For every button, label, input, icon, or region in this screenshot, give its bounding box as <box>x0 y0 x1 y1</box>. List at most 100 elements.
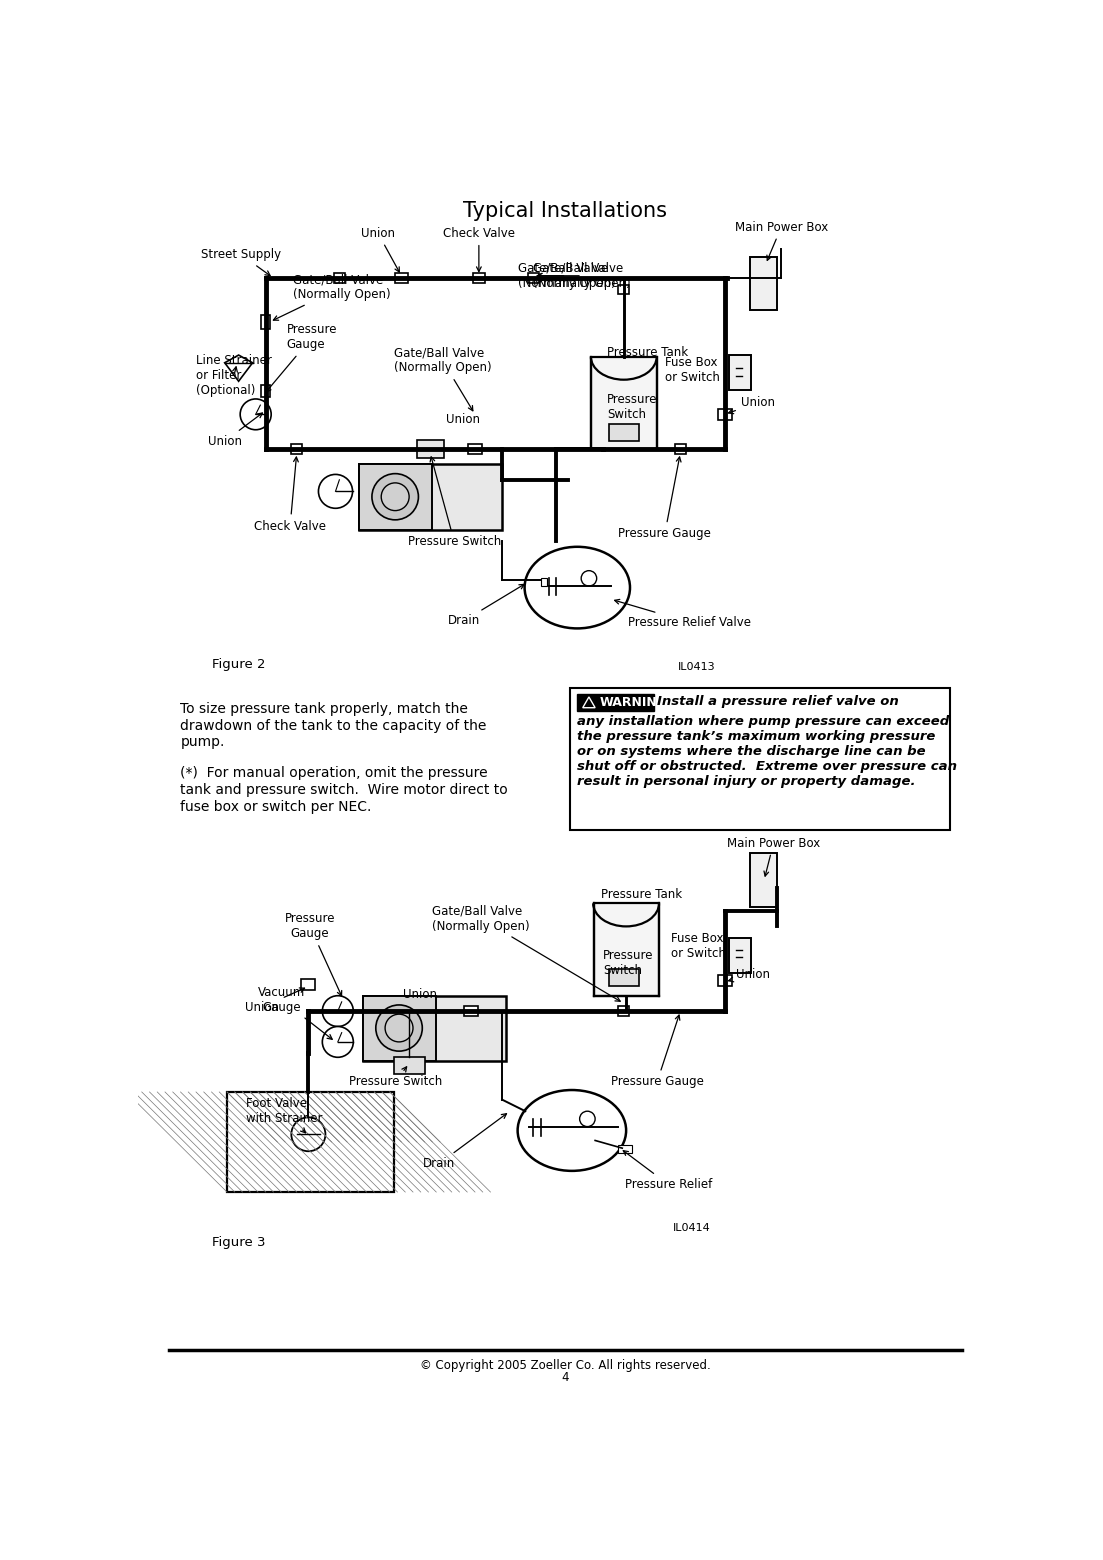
Bar <box>291 443 302 454</box>
Text: Gate/Ball Valve
(Normally Open): Gate/Ball Valve (Normally Open) <box>533 262 631 290</box>
Bar <box>417 440 445 459</box>
Text: Figure 2: Figure 2 <box>212 658 265 671</box>
Text: Check Valve: Check Valve <box>254 457 326 532</box>
Circle shape <box>376 1005 422 1051</box>
Bar <box>675 443 686 454</box>
Text: Main Power Box: Main Power Box <box>735 220 828 261</box>
Bar <box>464 1006 478 1017</box>
Bar <box>395 273 408 282</box>
Text: 4: 4 <box>561 1371 569 1384</box>
Text: IL0413: IL0413 <box>678 663 716 672</box>
Text: © Copyright 2005 Zoeller Co. All rights reserved.: © Copyright 2005 Zoeller Co. All rights … <box>420 1359 710 1373</box>
Ellipse shape <box>517 1090 627 1172</box>
Bar <box>227 1092 394 1192</box>
Bar <box>729 356 751 390</box>
Bar <box>527 273 538 284</box>
Text: Vacuum
Gauge: Vacuum Gauge <box>258 986 332 1039</box>
Text: Drain: Drain <box>448 585 524 627</box>
Text: Pressure
Gauge: Pressure Gauge <box>285 913 342 995</box>
Bar <box>334 273 345 284</box>
Text: Line Strainer
or Filter
(Optional): Line Strainer or Filter (Optional) <box>196 354 271 398</box>
Bar <box>301 978 315 989</box>
Bar <box>750 256 778 310</box>
Text: Install a pressure relief valve on: Install a pressure relief valve on <box>657 696 899 708</box>
Bar <box>619 1006 629 1017</box>
Text: Gate/Ball Valve
(Normally Open): Gate/Ball Valve (Normally Open) <box>394 346 491 410</box>
Bar <box>363 995 437 1061</box>
Text: IL0414: IL0414 <box>673 1223 710 1232</box>
Text: Pressure Gauge: Pressure Gauge <box>619 457 711 540</box>
Ellipse shape <box>525 548 630 629</box>
Text: Fuse Box
or Switch: Fuse Box or Switch <box>665 357 720 384</box>
Text: any installation where pump pressure can exceed
the pressure tank’s maximum work: any installation where pump pressure can… <box>577 716 956 788</box>
Bar <box>718 975 731 986</box>
Text: Pressure Switch: Pressure Switch <box>349 1067 442 1089</box>
Text: Union: Union <box>728 396 774 413</box>
Polygon shape <box>225 356 253 381</box>
Bar <box>468 443 482 454</box>
Text: Typical Installations: Typical Installations <box>463 201 667 222</box>
Bar <box>261 385 270 398</box>
Text: Pressure Tank: Pressure Tank <box>601 888 683 900</box>
Text: Figure 3: Figure 3 <box>212 1236 265 1250</box>
Circle shape <box>322 1026 353 1058</box>
Text: Pressure Tank: Pressure Tank <box>607 346 688 359</box>
Text: Pressure
Gauge: Pressure Gauge <box>266 323 338 392</box>
Text: Pressure
Switch: Pressure Switch <box>603 950 653 978</box>
Text: Union: Union <box>447 413 480 426</box>
Text: Pressure Relief: Pressure Relief <box>623 1151 711 1190</box>
Circle shape <box>382 484 409 510</box>
Text: Street Supply: Street Supply <box>202 248 281 276</box>
Text: Gate/Ball Valve
(Normally Open): Gate/Ball Valve (Normally Open) <box>432 905 620 1002</box>
Text: Pressure Switch: Pressure Switch <box>408 457 501 548</box>
Text: Fuse Box
or Switch: Fuse Box or Switch <box>671 931 726 959</box>
Bar <box>729 938 751 972</box>
Bar <box>577 694 654 711</box>
Text: Union: Union <box>245 987 304 1014</box>
Text: To size pressure tank properly, match the: To size pressure tank properly, match th… <box>181 702 469 716</box>
Bar <box>363 995 506 1061</box>
Text: Gate/Ball Valve
(Normally Open): Gate/Ball Valve (Normally Open) <box>274 273 390 320</box>
Text: WARNING: WARNING <box>600 696 667 708</box>
Circle shape <box>579 1111 596 1126</box>
Text: Gate/Ball Valve
(Normally Open): Gate/Ball Valve (Normally Open) <box>517 262 615 290</box>
Bar <box>609 424 639 441</box>
Circle shape <box>372 474 418 519</box>
Text: Pressure Relief Valve: Pressure Relief Valve <box>614 599 751 629</box>
Text: Foot Valve
with Strainer: Foot Valve with Strainer <box>246 1097 323 1133</box>
Bar <box>473 273 485 282</box>
Circle shape <box>319 474 353 509</box>
Text: (*)  For manual operation, omit the pressure: (*) For manual operation, omit the press… <box>181 766 489 780</box>
Text: Main Power Box: Main Power Box <box>727 836 821 877</box>
Text: Pressure
Switch: Pressure Switch <box>607 393 657 421</box>
Bar <box>358 465 502 530</box>
Bar <box>593 903 660 995</box>
Bar <box>540 579 547 587</box>
Text: Union: Union <box>207 413 263 448</box>
Bar <box>609 969 639 986</box>
Circle shape <box>291 1117 325 1151</box>
Bar <box>261 315 270 329</box>
Bar <box>750 853 778 908</box>
Bar <box>570 688 950 830</box>
Bar <box>619 285 629 295</box>
Text: tank and pressure switch.  Wire motor direct to: tank and pressure switch. Wire motor dir… <box>181 783 508 797</box>
Bar <box>718 409 731 420</box>
Circle shape <box>581 571 597 587</box>
Text: Union: Union <box>403 987 437 1000</box>
Text: fuse box or switch per NEC.: fuse box or switch per NEC. <box>181 800 372 814</box>
Circle shape <box>385 1014 413 1042</box>
Bar <box>358 465 432 530</box>
Text: drawdown of the tank to the capacity of the: drawdown of the tank to the capacity of … <box>181 719 486 733</box>
Text: Union: Union <box>361 226 399 271</box>
Bar <box>591 357 657 449</box>
Text: Pressure Gauge: Pressure Gauge <box>611 1016 704 1089</box>
Circle shape <box>322 995 353 1026</box>
Circle shape <box>240 399 271 429</box>
Text: Drain: Drain <box>424 1114 506 1170</box>
Bar <box>394 1058 425 1075</box>
Bar <box>619 1145 632 1153</box>
Text: Check Valve: Check Valve <box>443 226 515 271</box>
Text: pump.: pump. <box>181 735 225 749</box>
Text: Union: Union <box>729 967 770 981</box>
